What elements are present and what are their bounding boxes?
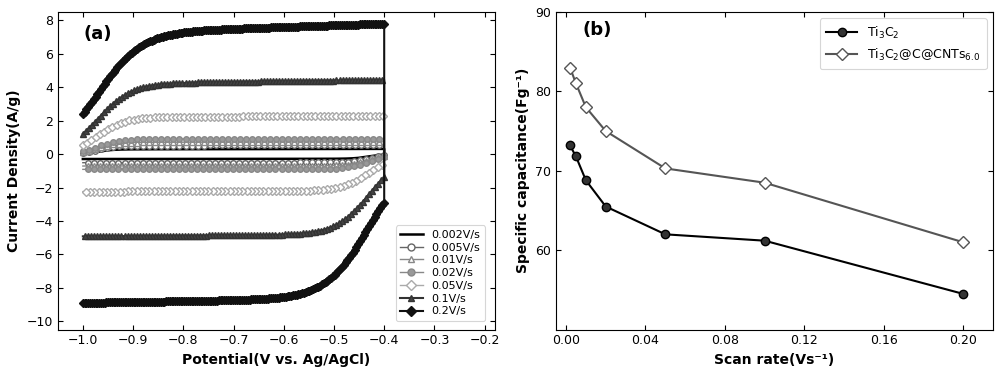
Ti$_3$C$_2$@C@CNTs$_{6.0}$ [659,166,671,171]
0.01V/s [138,140,150,145]
0.02V/s [321,137,333,141]
0.1V/s [321,78,333,83]
Ti$_3$C$_2$ [659,232,671,237]
0.005V/s [321,143,333,148]
0.002V/s [209,157,221,161]
0.2V/s [209,298,221,303]
0.1V/s [343,78,355,83]
0.2V/s [138,42,150,46]
Text: (b): (b) [582,21,612,40]
0.02V/s [77,149,89,153]
0.002V/s [77,151,89,156]
0.002V/s [321,147,333,151]
0.02V/s [138,137,150,141]
0.002V/s [378,147,390,151]
Ti$_3$C$_2$@C@CNTs$_{6.0}$ [570,81,582,86]
Line: 0.02V/s: 0.02V/s [80,136,387,172]
0.05V/s [138,116,150,120]
0.1V/s [209,233,221,238]
0.05V/s [209,189,221,193]
0.002V/s [198,157,210,161]
Line: 0.005V/s: 0.005V/s [80,142,387,165]
0.1V/s [378,77,390,82]
0.005V/s [198,160,210,165]
0.01V/s [77,164,89,168]
Line: 0.2V/s: 0.2V/s [80,21,387,306]
0.2V/s [265,296,277,300]
Line: 0.01V/s: 0.01V/s [80,139,387,169]
0.01V/s [321,140,333,144]
X-axis label: Scan rate(Vs⁻¹): Scan rate(Vs⁻¹) [714,353,835,367]
0.002V/s [343,147,355,151]
0.1V/s [138,85,150,89]
0.005V/s [77,151,89,155]
0.01V/s [265,163,277,168]
0.2V/s [198,298,210,303]
0.05V/s [198,189,210,194]
Ti$_3$C$_2$@C@CNTs$_{6.0}$ [600,129,612,133]
0.005V/s [343,143,355,147]
0.02V/s [265,167,277,171]
Ti$_3$C$_2$ [957,292,969,296]
Ti$_3$C$_2$ [759,239,771,243]
Ti$_3$C$_2$@C@CNTs$_{6.0}$ [564,65,576,70]
Ti$_3$C$_2$@C@CNTs$_{6.0}$ [580,105,592,110]
Y-axis label: Specific capacitance(Fg⁻¹): Specific capacitance(Fg⁻¹) [516,68,530,273]
0.002V/s [77,157,89,161]
Legend: 0.002V/s, 0.005V/s, 0.01V/s, 0.02V/s, 0.05V/s, 0.1V/s, 0.2V/s: 0.002V/s, 0.005V/s, 0.01V/s, 0.02V/s, 0.… [396,226,485,321]
0.02V/s [77,167,89,172]
0.01V/s [378,140,390,144]
Ti$_3$C$_2$@C@CNTs$_{6.0}$ [759,181,771,185]
Legend: Ti$_3$C$_2$, Ti$_3$C$_2$@C@CNTs$_{6.0}$: Ti$_3$C$_2$, Ti$_3$C$_2$@C@CNTs$_{6.0}$ [820,18,987,69]
0.02V/s [343,137,355,141]
Line: 0.05V/s: 0.05V/s [80,113,387,194]
0.002V/s [265,157,277,161]
0.1V/s [265,233,277,237]
0.005V/s [265,160,277,165]
Ti$_3$C$_2$ [564,143,576,148]
0.05V/s [265,189,277,193]
0.02V/s [198,167,210,172]
0.1V/s [198,233,210,238]
0.05V/s [77,189,89,194]
0.1V/s [77,132,89,136]
Text: (a): (a) [84,25,112,43]
0.2V/s [77,301,89,305]
0.005V/s [77,160,89,165]
Line: Ti$_3$C$_2$@C@CNTs$_{6.0}$: Ti$_3$C$_2$@C@CNTs$_{6.0}$ [566,63,967,246]
Line: 0.002V/s: 0.002V/s [83,149,384,159]
0.005V/s [209,160,221,165]
0.01V/s [77,150,89,154]
0.05V/s [378,114,390,118]
0.002V/s [138,147,150,151]
0.05V/s [343,114,355,118]
0.01V/s [209,164,221,168]
0.02V/s [378,136,390,141]
0.2V/s [378,21,390,26]
0.2V/s [343,22,355,27]
0.2V/s [77,112,89,116]
0.005V/s [138,143,150,148]
0.01V/s [343,140,355,144]
Ti$_3$C$_2$ [600,204,612,209]
Y-axis label: Current Density(A/g): Current Density(A/g) [7,89,21,252]
X-axis label: Potential(V vs. Ag/AgCl): Potential(V vs. Ag/AgCl) [182,353,370,367]
Ti$_3$C$_2$@C@CNTs$_{6.0}$ [957,240,969,245]
0.05V/s [77,142,89,147]
0.05V/s [321,114,333,118]
0.2V/s [321,23,333,28]
Line: Ti$_3$C$_2$: Ti$_3$C$_2$ [566,141,967,298]
Ti$_3$C$_2$ [570,154,582,159]
0.1V/s [77,234,89,239]
0.01V/s [198,164,210,168]
Ti$_3$C$_2$ [580,178,592,183]
Line: 0.1V/s: 0.1V/s [80,77,387,239]
0.02V/s [209,167,221,172]
0.005V/s [378,143,390,147]
